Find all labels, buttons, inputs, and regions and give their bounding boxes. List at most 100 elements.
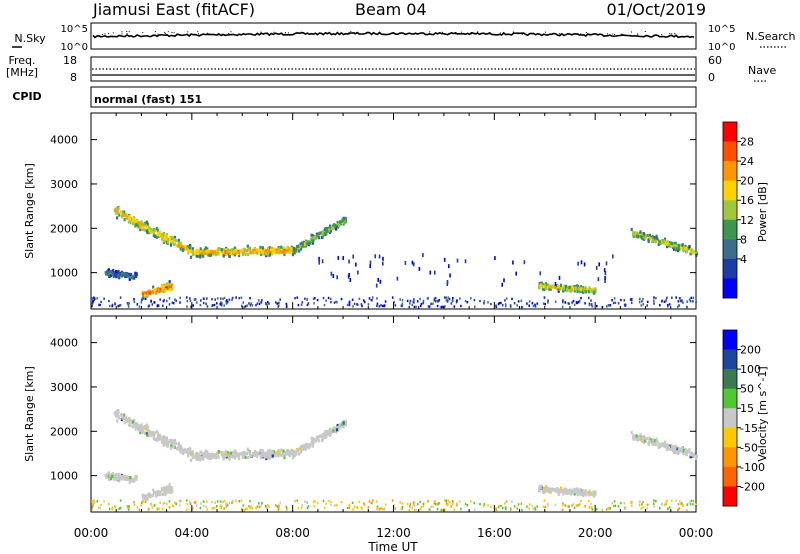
power-clutter-cell — [681, 300, 684, 303]
velocity-clutter-cell — [642, 500, 644, 504]
velocity-clutter-cell — [442, 508, 444, 511]
colorbar-frame — [722, 121, 738, 299]
power-cell — [212, 250, 215, 254]
xtick-label: 04:00 — [175, 526, 210, 540]
velocity-clutter-cell — [498, 504, 501, 508]
velocity-cell — [129, 424, 132, 428]
velocity-clutter-cell — [136, 506, 139, 509]
power-cell — [321, 232, 324, 236]
power-cell — [302, 244, 305, 248]
velocity-cell — [161, 436, 164, 440]
power-cell — [564, 284, 567, 288]
velocity-cell — [587, 493, 590, 497]
noise-search-dot — [394, 33, 395, 35]
power-cell — [562, 289, 565, 293]
velocity-clutter-cell — [435, 503, 437, 506]
velocity-cell — [246, 447, 249, 451]
velocity-clutter-cell — [126, 505, 129, 508]
noise-search-dot — [126, 33, 128, 35]
velocity-cell — [246, 452, 249, 456]
velocity-clutter-cell — [692, 503, 694, 506]
power-cell — [233, 246, 236, 250]
velocity-clutter-cell — [363, 502, 365, 505]
power-clutter-cell — [114, 302, 116, 305]
velocity-cell — [673, 444, 676, 448]
velocity-clutter-cell — [500, 504, 502, 508]
power-cell — [574, 287, 577, 291]
velocity-cell — [293, 453, 296, 457]
velocity-clutter-cell — [416, 503, 419, 506]
power-cell — [146, 222, 149, 226]
velocity-cell — [201, 451, 204, 455]
power-clutter-cell — [174, 298, 176, 301]
power-cell — [141, 225, 144, 229]
velocity-clutter-cell — [571, 504, 573, 507]
power-cell — [205, 249, 208, 254]
power-cell — [288, 247, 291, 251]
velocity-clutter-cell — [577, 504, 580, 507]
power-cell — [315, 232, 318, 236]
velocity-cell — [141, 425, 144, 429]
power-clutter-cell — [243, 306, 245, 309]
velocity-cell — [168, 483, 171, 487]
power-cell — [164, 233, 167, 237]
velocity-cell — [225, 453, 228, 457]
velocity-cell — [157, 492, 160, 496]
power-cell — [671, 244, 674, 248]
velocity-cell — [332, 429, 335, 433]
power-cell — [172, 242, 175, 246]
noise-search-dot — [441, 31, 443, 33]
velocity-clutter-cell — [246, 507, 248, 510]
power-clutter-cell — [260, 301, 263, 304]
noise-search-dot — [612, 33, 614, 35]
velocity-clutter-cell — [98, 506, 100, 509]
power-clutter-cell — [323, 303, 326, 307]
velocity-cell — [173, 441, 176, 445]
power-cell — [119, 210, 122, 214]
power-cell — [123, 210, 126, 214]
velocity-clutter-cell — [363, 503, 366, 507]
velocity-cell — [282, 453, 285, 457]
power-clutter-cell — [433, 299, 436, 302]
velocity-clutter-cell — [543, 499, 546, 502]
power-cell — [567, 288, 570, 292]
power-clutter-cell — [542, 302, 545, 305]
power-cell — [638, 233, 641, 238]
velocity-clutter-cell — [313, 505, 315, 508]
velocity-cell — [156, 492, 159, 496]
colorbar-tick-label: -100 — [740, 461, 765, 474]
velocity-clutter-cell — [111, 507, 113, 511]
power-clutter-cell — [179, 301, 181, 304]
velocity-clutter-cell — [575, 504, 578, 507]
velocity-cell — [328, 431, 331, 435]
power-cell — [204, 248, 207, 252]
velocity-clutter-cell — [426, 500, 429, 503]
noise-search-dot — [567, 33, 568, 35]
power-cell — [277, 247, 280, 251]
velocity-clutter-cell — [128, 505, 130, 508]
power-clutter-cell — [171, 301, 174, 304]
velocity-cell — [344, 419, 347, 423]
velocity-clutter-cell — [419, 500, 421, 504]
power-cell — [308, 241, 311, 245]
velocity-cell — [287, 452, 290, 456]
velocity-cell — [139, 431, 142, 435]
power-clutter-cell — [91, 297, 93, 300]
velocity-cell — [635, 434, 638, 438]
velocity-cell — [674, 451, 677, 455]
velocity-clutter-cell — [668, 506, 671, 509]
power-cell — [259, 245, 262, 249]
velocity-clutter-cell — [483, 503, 486, 506]
power-cell — [107, 268, 110, 272]
velocity-cell — [277, 450, 280, 454]
power-sparse-cell — [612, 254, 614, 259]
power-clutter-cell — [91, 302, 94, 305]
velocity-clutter-cell — [504, 502, 506, 505]
power-cell — [144, 291, 148, 295]
velocity-clutter-cell — [470, 500, 472, 503]
power-clutter-cell — [630, 301, 633, 304]
power-clutter-cell — [226, 299, 228, 302]
power-clutter-cell — [591, 305, 594, 308]
power-cell — [313, 236, 316, 240]
power-clutter-cell — [412, 300, 415, 304]
